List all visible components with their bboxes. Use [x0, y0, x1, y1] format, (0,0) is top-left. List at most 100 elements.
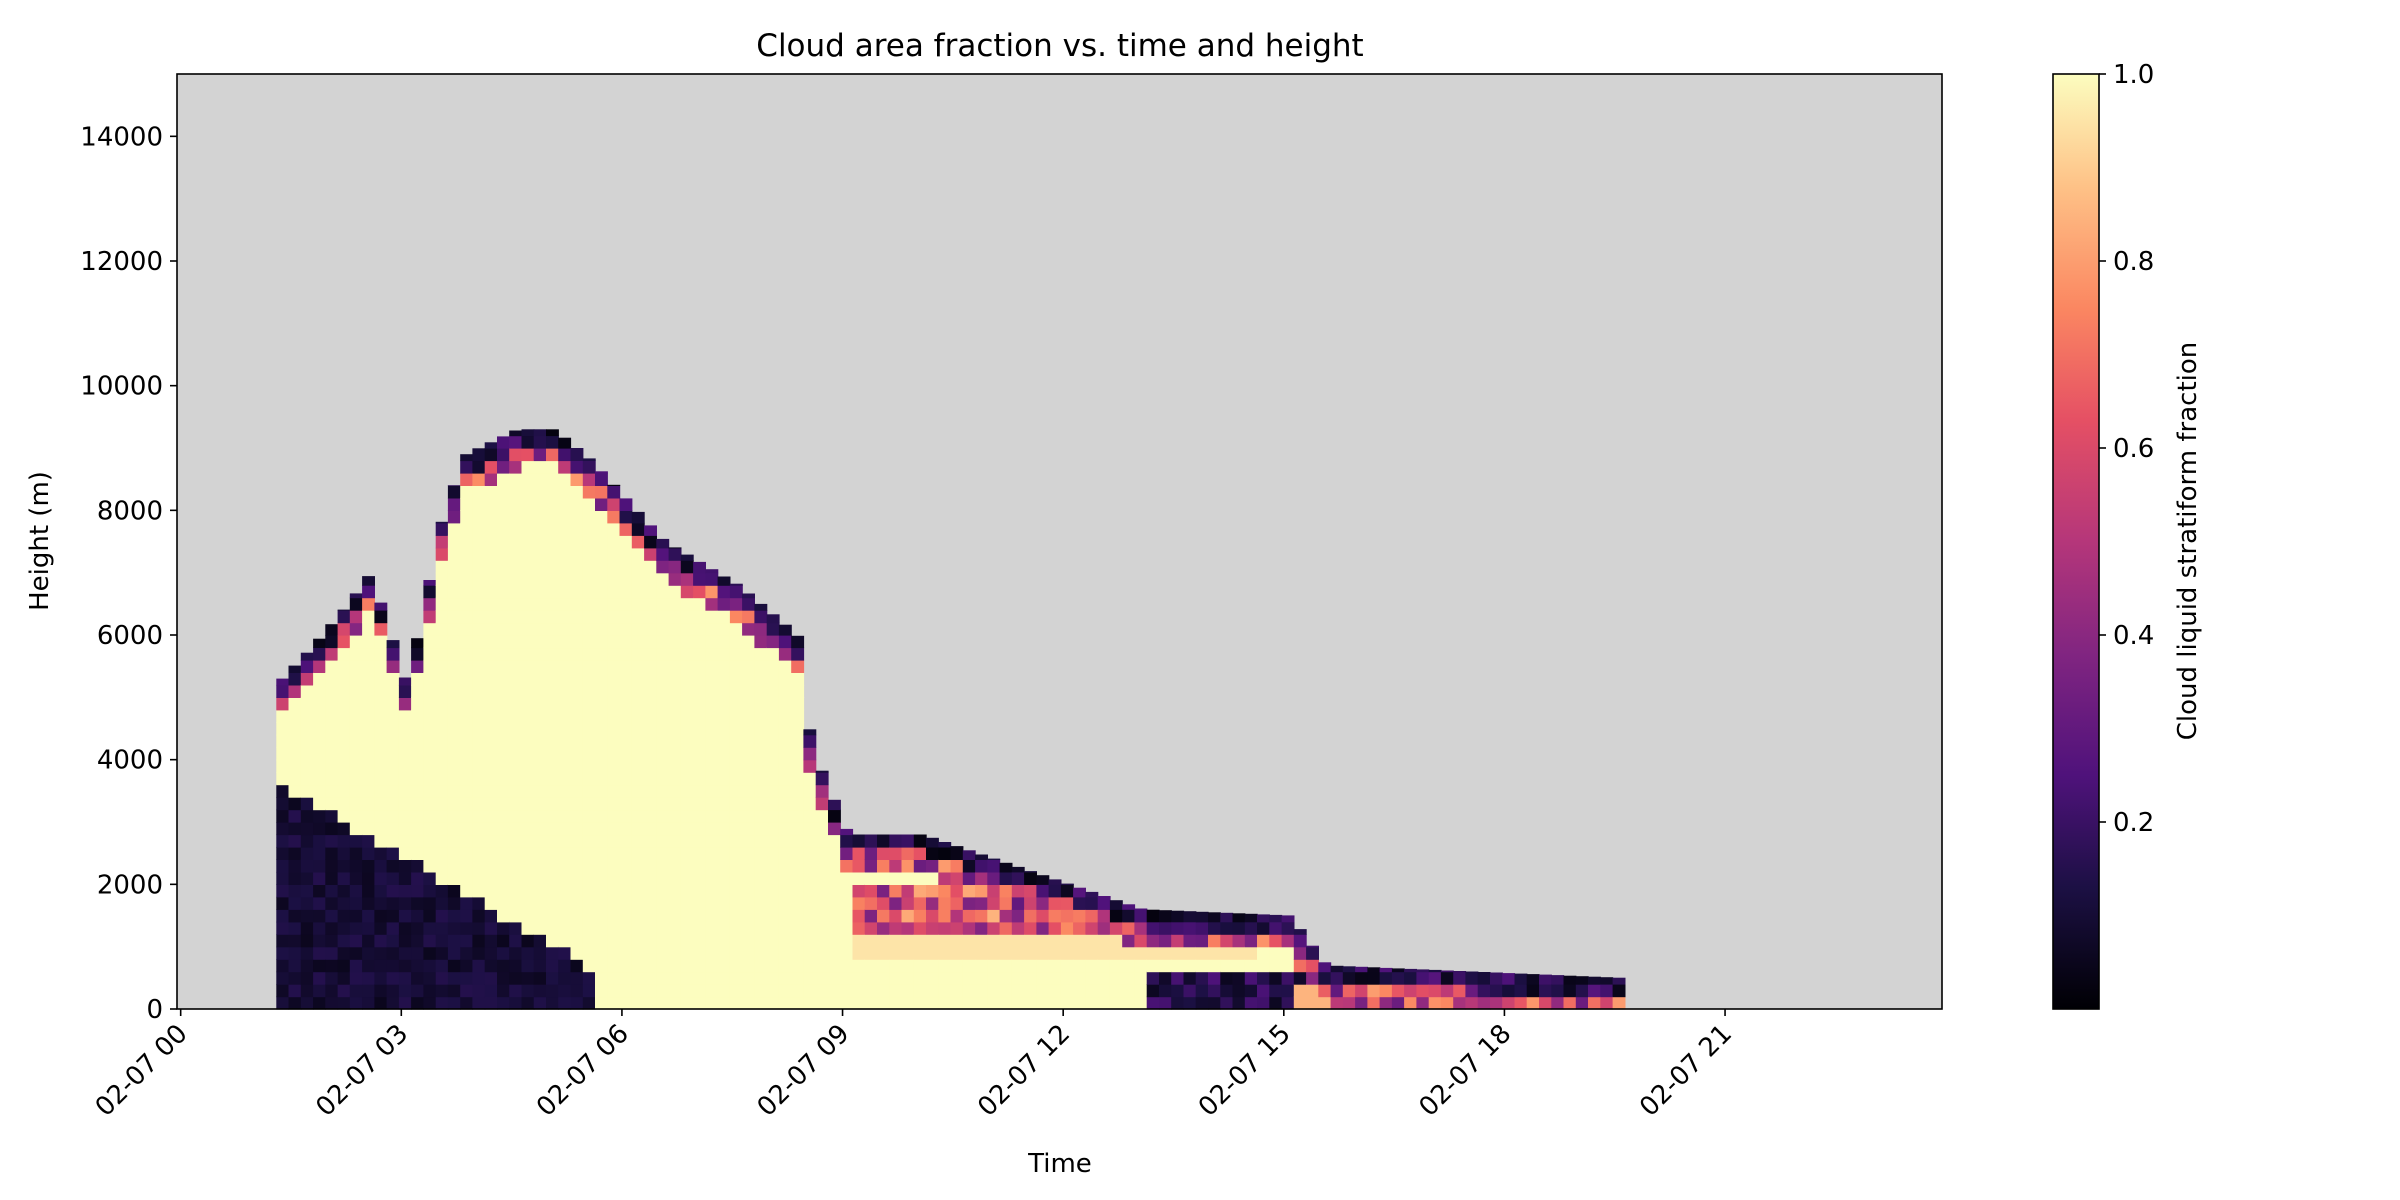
- heatmap-cell: [1244, 921, 1258, 935]
- heatmap-cell: [570, 934, 584, 948]
- heatmap-cell: [484, 622, 498, 636]
- heatmap-cell: [717, 996, 731, 1010]
- heatmap-cell: [864, 884, 878, 898]
- heatmap-cell: [411, 809, 424, 823]
- heatmap-cell: [521, 934, 535, 948]
- heatmap-cell: [349, 610, 363, 624]
- heatmap-cell: [778, 934, 792, 948]
- heatmap-cell: [313, 896, 326, 910]
- heatmap-cell: [828, 871, 841, 885]
- heatmap-cell: [1048, 984, 1062, 998]
- heatmap-cell: [509, 430, 523, 437]
- heatmap-cell: [607, 921, 621, 935]
- heatmap-cell: [1085, 934, 1099, 948]
- heatmap-cell: [337, 909, 351, 923]
- heatmap-cell: [546, 585, 559, 599]
- heatmap-cell: [1539, 984, 1552, 998]
- heatmap-cell: [460, 472, 474, 486]
- heatmap-cell: [913, 834, 927, 848]
- heatmap-cell: [435, 572, 449, 586]
- heatmap-cell: [484, 684, 498, 698]
- heatmap-cell: [595, 522, 608, 536]
- heatmap-cell: [705, 734, 719, 748]
- heatmap-cell: [460, 610, 474, 624]
- heatmap-cell: [374, 659, 388, 673]
- heatmap-cell: [558, 946, 572, 960]
- heatmap-cell: [766, 984, 780, 998]
- heatmap-cell: [644, 909, 657, 923]
- heatmap-cell: [472, 597, 486, 611]
- heatmap-cell: [521, 547, 535, 561]
- heatmap-cell: [472, 572, 486, 586]
- heatmap-cell: [337, 959, 351, 973]
- heatmap-cell: [398, 896, 412, 910]
- heatmap-cell: [533, 522, 547, 536]
- heatmap-cell: [877, 946, 890, 960]
- heatmap-cell: [398, 934, 412, 948]
- heatmap-cell: [533, 921, 547, 935]
- heatmap-cell: [975, 959, 988, 973]
- heatmap-cell: [693, 984, 706, 998]
- heatmap-cell: [447, 884, 461, 898]
- heatmap-cell: [398, 959, 412, 973]
- heatmap-cell: [644, 822, 657, 836]
- heatmap-cell: [705, 647, 719, 661]
- heatmap-cell: [423, 585, 437, 599]
- heatmap-cell: [778, 697, 792, 711]
- heatmap-cell: [349, 622, 363, 636]
- heatmap-cell: [631, 797, 645, 811]
- heatmap-cell: [840, 946, 854, 960]
- heatmap-cell: [337, 996, 351, 1010]
- heatmap-cell: [337, 772, 351, 786]
- heatmap-cell: [349, 635, 363, 649]
- heatmap-cell: [1220, 921, 1234, 935]
- heatmap-cell: [497, 797, 510, 811]
- heatmap-cell: [877, 909, 890, 923]
- heatmap-cell: [680, 934, 694, 948]
- heatmap-cell: [325, 759, 339, 773]
- heatmap-cell: [533, 734, 547, 748]
- heatmap-cell: [509, 485, 523, 499]
- heatmap-cell: [742, 622, 755, 636]
- heatmap-cell: [362, 846, 375, 860]
- heatmap-cell: [644, 996, 657, 1010]
- heatmap-cell: [607, 560, 621, 574]
- heatmap-cell: [729, 809, 743, 823]
- heatmap-cell: [938, 884, 952, 898]
- heatmap-cell: [656, 884, 670, 898]
- colorbar-tick-label: 0.6: [2113, 434, 2154, 464]
- heatmap-cell: [1024, 946, 1037, 960]
- heatmap-cell: [791, 921, 805, 935]
- heatmap-cell: [362, 610, 375, 624]
- heatmap-cell: [276, 822, 290, 836]
- heatmap-cell: [607, 747, 621, 761]
- heatmap-cell: [411, 822, 424, 836]
- heatmap-cell: [570, 572, 584, 586]
- heatmap-cell: [423, 809, 437, 823]
- heatmap-cell: [619, 797, 633, 811]
- heatmap-cell: [1281, 934, 1295, 948]
- heatmap-cell: [656, 859, 670, 873]
- heatmap-cell: [1281, 959, 1295, 973]
- heatmap-cell: [313, 684, 326, 698]
- heatmap-cell: [864, 834, 878, 848]
- heatmap-cell: [852, 846, 866, 860]
- heatmap-cell: [619, 622, 633, 636]
- heatmap-cell: [901, 959, 915, 973]
- heatmap-cell: [288, 784, 302, 798]
- heatmap-cell: [742, 747, 755, 761]
- heatmap-cell: [644, 697, 657, 711]
- heatmap-cell: [717, 635, 731, 649]
- heatmap-cell: [1440, 971, 1454, 985]
- heatmap-cell: [778, 722, 792, 736]
- heatmap-cell: [803, 729, 817, 736]
- heatmap-cell: [386, 921, 400, 935]
- heatmap-cell: [374, 946, 388, 960]
- heatmap-cell: [619, 996, 633, 1010]
- heatmap-cell: [705, 569, 719, 574]
- heatmap-cell: [778, 846, 792, 860]
- heatmap-cell: [447, 572, 461, 586]
- heatmap-cell: [533, 871, 547, 885]
- heatmap-cell: [631, 772, 645, 786]
- heatmap-cell: [644, 622, 657, 636]
